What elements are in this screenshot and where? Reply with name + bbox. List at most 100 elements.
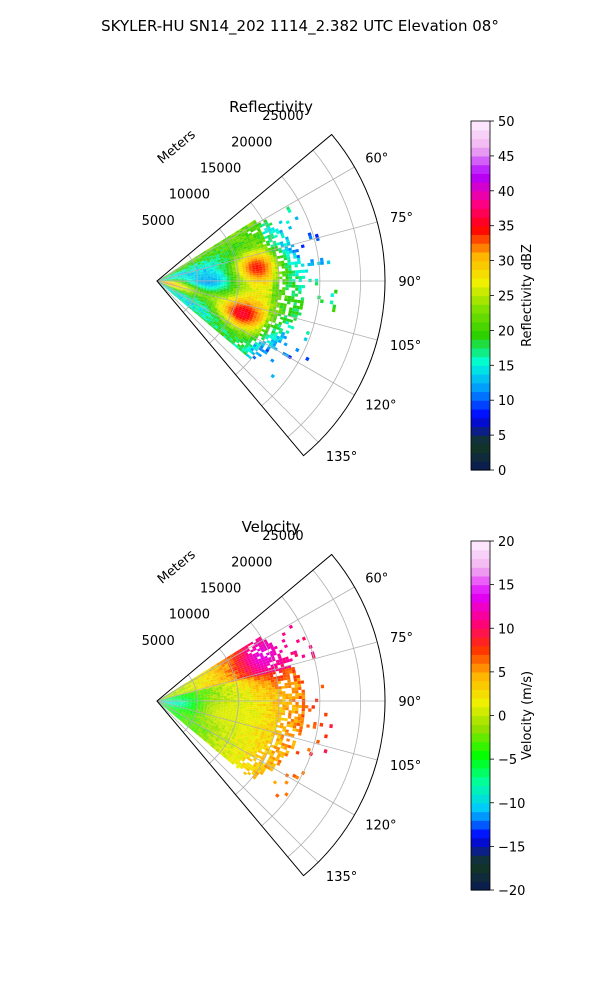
radar-cell (224, 702, 227, 704)
radar-cell (191, 700, 194, 701)
radar-cell (288, 296, 292, 299)
radar-cell (260, 697, 263, 699)
radar-cell (305, 705, 308, 708)
radar-cell (263, 706, 266, 708)
radar-cell (272, 274, 275, 277)
radar-cell (286, 702, 289, 705)
radar-cell (284, 342, 288, 346)
radar-cell (269, 275, 272, 278)
radar-cell (243, 283, 246, 285)
radar-cell (194, 280, 197, 281)
radar-cell (246, 707, 249, 709)
radar-cell (198, 280, 201, 281)
radar-cell (252, 292, 256, 294)
colorbar-band (471, 330, 490, 339)
radar-cell (269, 279, 272, 281)
radar-cell (294, 681, 298, 684)
radar-cell (282, 282, 285, 285)
radar-cell (273, 699, 276, 702)
radar-cell (247, 284, 250, 286)
radar-cell (266, 690, 269, 693)
radar-cell (307, 748, 311, 752)
radar-cell (204, 701, 207, 702)
colorbar-band (471, 304, 490, 313)
radar-cell (297, 720, 301, 724)
radar-cell (282, 712, 286, 715)
radar-cell (230, 706, 233, 708)
radar-cell (312, 705, 315, 708)
radar-cell (263, 284, 266, 286)
radar-cell (249, 272, 252, 274)
radar-cell (214, 279, 217, 280)
radar-cell (233, 273, 236, 275)
radar-cell (256, 284, 259, 286)
radar-cell (240, 694, 243, 696)
radar-cell (280, 255, 284, 258)
radar-cell (269, 695, 272, 698)
radar-cell (250, 698, 253, 700)
radar-cell (300, 303, 304, 307)
radar-cell (294, 716, 298, 719)
colorbar-label: Reflectivity dBZ (520, 244, 535, 347)
radar-cell (282, 287, 285, 290)
radar-cell (224, 699, 227, 701)
radar-cell (272, 707, 275, 710)
radar-cell (268, 263, 272, 266)
radar-cell (286, 279, 289, 282)
radar-cell (282, 694, 285, 697)
radar-cell (240, 705, 243, 707)
radar-cell (230, 705, 233, 707)
radar-cell (252, 712, 256, 714)
radar-cell (224, 284, 227, 286)
radar-cell (240, 709, 244, 711)
radar-cell (313, 725, 317, 729)
radar-cell (256, 277, 259, 279)
radar-cell (252, 267, 255, 269)
radar-cell (230, 277, 233, 279)
range-tick-label: 5000 (142, 634, 175, 649)
radar-cell (259, 706, 262, 708)
radar-cell (282, 702, 285, 705)
radar-cell (289, 699, 292, 702)
colorbar-band (471, 365, 490, 374)
radar-cell (243, 278, 246, 280)
radar-cell (263, 702, 266, 704)
radar-cell (286, 724, 290, 727)
radar-cell (243, 771, 247, 775)
radar-cell (224, 277, 227, 279)
radar-cell (259, 693, 262, 695)
radar-cell (247, 702, 250, 704)
radar-cell (282, 705, 285, 708)
radar-cell (233, 705, 236, 707)
radar-cell (282, 691, 286, 694)
radar-cell (316, 740, 320, 744)
radar-cell (243, 276, 246, 278)
radar-cell (263, 277, 266, 279)
radar-cell (292, 696, 295, 699)
radar-cell (253, 286, 256, 288)
radar-cell (286, 694, 289, 697)
radar-cell (299, 693, 302, 696)
radar-cell (286, 738, 290, 742)
radar-cell (327, 260, 331, 264)
radar-cell (204, 283, 207, 284)
radar-cell (301, 264, 305, 267)
radar-cell (260, 704, 263, 706)
radar-cell (266, 289, 269, 292)
colorbar-band (471, 287, 490, 296)
radar-cell (243, 274, 246, 276)
radar-cell (293, 725, 297, 729)
radar-cell (246, 694, 249, 696)
radar-cell (320, 258, 324, 262)
radar-cell (246, 285, 249, 287)
radar-cell (240, 282, 243, 284)
radar-cell (265, 685, 269, 688)
radar-cell (272, 712, 276, 715)
radar-cell (214, 276, 217, 277)
radar-cell (240, 703, 243, 705)
radar-cell (329, 724, 333, 728)
radar-cell (266, 704, 269, 707)
radar-cell (296, 751, 300, 755)
radar-cell (243, 287, 246, 289)
